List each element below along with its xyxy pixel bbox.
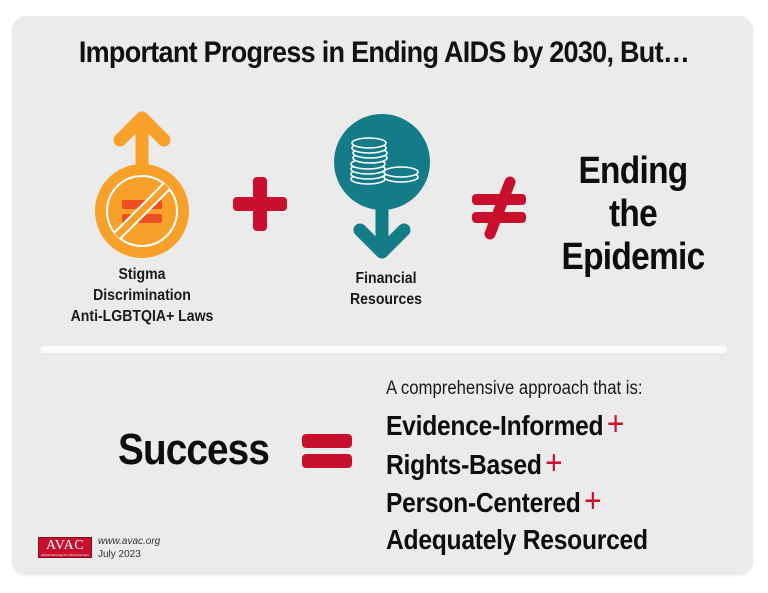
term1-line: Stigma: [118, 266, 166, 283]
plus-icon: +: [584, 482, 602, 520]
logo-tagline: Global Advocacy for HIV Prevention: [41, 553, 89, 557]
result-line: Ending: [578, 150, 688, 192]
term2-label: Financial Resources: [333, 268, 439, 310]
quality-text: Evidence-Informed: [386, 410, 604, 441]
qualities-list: Evidence-Informed + Rights-Based + Person-…: [386, 406, 683, 558]
page-title: Important Progress in Ending AIDS by 203…: [78, 36, 690, 69]
footer-date: July 2023: [98, 549, 141, 560]
quality-item: Person-Centered +: [386, 483, 648, 522]
quality-item: Rights-Based +: [386, 443, 648, 484]
term1-line: Discrimination: [93, 287, 191, 304]
not-equal-icon: [472, 176, 526, 240]
quality-text: Person-Centered: [386, 487, 581, 518]
approach-intro: A comprehensive approach that is:: [386, 378, 643, 399]
term2-line: Resources: [349, 291, 422, 308]
plus-icon: +: [606, 405, 625, 443]
infographic-card: [12, 16, 753, 575]
coins-arrow-down-icon: [334, 114, 430, 259]
quality-item: Adequately Resourced: [386, 522, 648, 559]
equals-icon: [302, 434, 352, 468]
result-line: Epidemic: [561, 236, 705, 278]
logo-text: AVAC: [45, 538, 85, 553]
section-divider: [40, 346, 727, 353]
quality-text: Adequately Resourced: [386, 523, 648, 555]
result-line: the: [608, 193, 658, 235]
male-arrow-up-no-equality-icon: [95, 111, 189, 258]
term1-line: Anti-LGBTQIA+ Laws: [70, 308, 214, 325]
result-label: Ending the Epidemic: [558, 150, 708, 279]
plus-icon: [233, 177, 287, 231]
quality-item: Evidence-Informed +: [386, 406, 648, 445]
term1-label: Stigma Discrimination Anti-LGBTQIA+ Laws: [63, 264, 221, 327]
plus-icon: +: [545, 443, 563, 482]
quality-text: Rights-Based: [386, 448, 542, 480]
success-label: Success: [118, 425, 270, 474]
footer-url[interactable]: www.avac.org: [98, 536, 161, 547]
avac-logo: AVAC Global Advocacy for HIV Prevention: [38, 537, 92, 558]
term2-line: Financial: [355, 270, 417, 287]
